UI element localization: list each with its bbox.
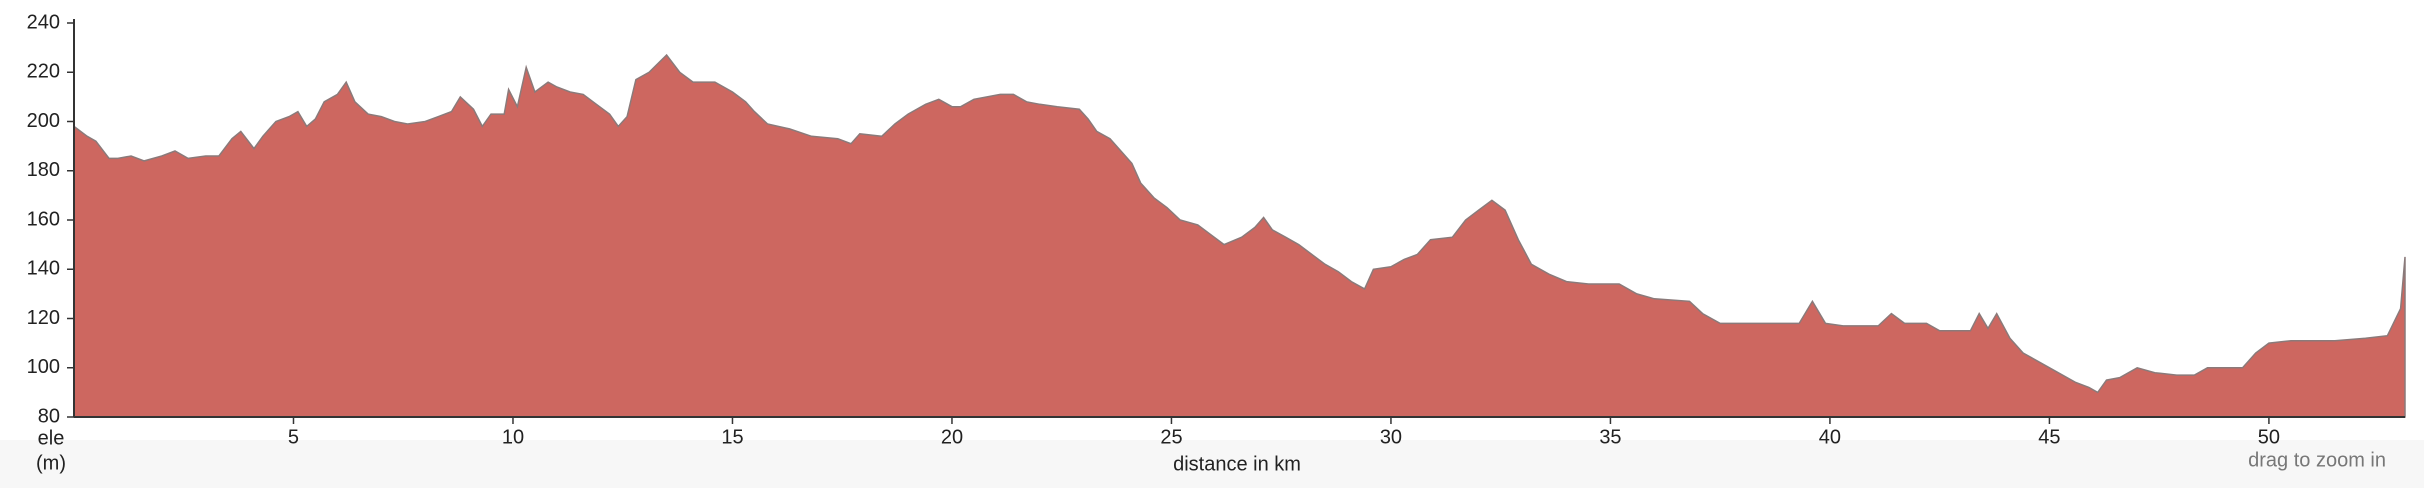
- y-tick-label: 80: [38, 405, 60, 427]
- x-tick-label: 50: [2258, 426, 2280, 448]
- x-tick-label: 40: [1819, 426, 1841, 448]
- x-tick-label: 5: [288, 426, 299, 448]
- plot: [73, 53, 2406, 418]
- x-tick-label: 10: [502, 426, 524, 448]
- y-tick-label: 220: [27, 61, 60, 83]
- y-tick-label: 120: [27, 307, 60, 329]
- y-tick-label: 160: [27, 208, 60, 230]
- zoom-hint: drag to zoom in: [2248, 449, 2386, 471]
- x-tick-label: 15: [721, 426, 743, 448]
- x-tick-label: 35: [1599, 426, 1621, 448]
- y-axis-unit: (m): [36, 452, 66, 474]
- y-tick-label: 200: [27, 110, 60, 132]
- x-tick-label: 30: [1380, 426, 1402, 448]
- y-tick-label: 100: [27, 356, 60, 378]
- footer-band: [0, 440, 2424, 488]
- x-tick-label: 20: [941, 426, 963, 448]
- x-tick-label: 45: [2038, 426, 2060, 448]
- elevation-area: [73, 53, 2406, 418]
- y-axis-label: ele: [38, 427, 65, 449]
- x-tick-label: 25: [1160, 426, 1182, 448]
- y-tick-label: 140: [27, 258, 60, 280]
- y-tick-label: 240: [27, 11, 60, 33]
- x-axis-label: distance in km: [1173, 453, 1301, 475]
- y-tick-label: 180: [27, 159, 60, 181]
